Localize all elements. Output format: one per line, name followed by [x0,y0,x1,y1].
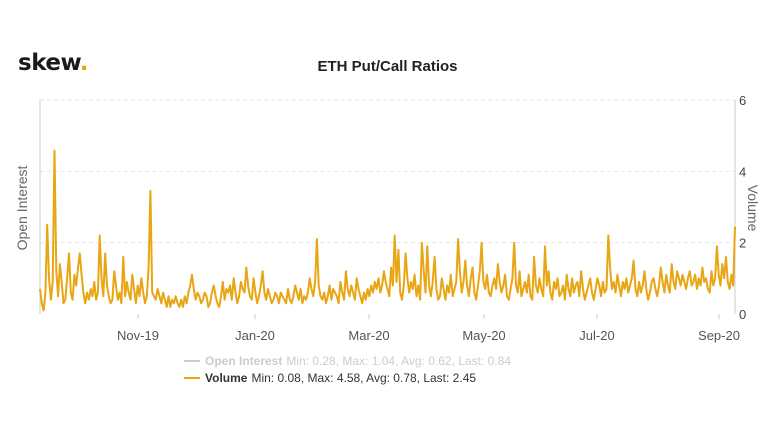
legend-label-open-interest: Open Interest [205,353,283,368]
y-tick-labels: 0 2 4 6 [739,93,746,322]
y-axis-label-right: Volume [745,185,761,232]
legend-item-volume[interactable]: Volume Min: 0.08, Max: 4.58, Avg: 0.78, … [184,369,511,386]
x-tick-label: Sep-20 [698,328,740,343]
volume-series-line [39,149,736,312]
legend-stats-open-interest: Min: 0.28, Max: 1.04, Avg: 0.62, Last: 0… [286,353,511,368]
legend-swatch-volume [184,376,200,379]
x-tick-label: Mar-20 [348,328,389,343]
x-tick-label: Jan-20 [235,328,275,343]
y-tick-label: 4 [739,164,746,179]
x-tick-label: Jul-20 [579,328,614,343]
legend-stats-volume: Min: 0.08, Max: 4.58, Avg: 0.78, Last: 2… [251,370,477,385]
y-tick-label: 0 [739,307,746,322]
legend: Open Interest Min: 0.28, Max: 1.04, Avg:… [184,352,511,386]
logo-text: skew [18,50,80,76]
legend-label-volume: Volume [205,370,248,385]
x-tick-labels: Nov-19 Jan-20 Mar-20 May-20 Jul-20 Sep-20 [117,314,740,343]
y-axis-label-left: Open Interest [14,165,30,250]
x-tick-label: May-20 [462,328,505,343]
y-tick-label: 2 [739,236,746,251]
grid-lines [40,99,735,244]
logo-dot: . [79,50,89,76]
chart-title: ETH Put/Call Ratios [317,58,458,75]
y-tick-label: 6 [739,93,746,108]
skew-logo: skew. [18,50,89,76]
legend-item-open-interest[interactable]: Open Interest Min: 0.28, Max: 1.04, Avg:… [184,352,511,369]
x-tick-label: Nov-19 [117,328,159,343]
legend-swatch-open-interest [184,359,200,362]
